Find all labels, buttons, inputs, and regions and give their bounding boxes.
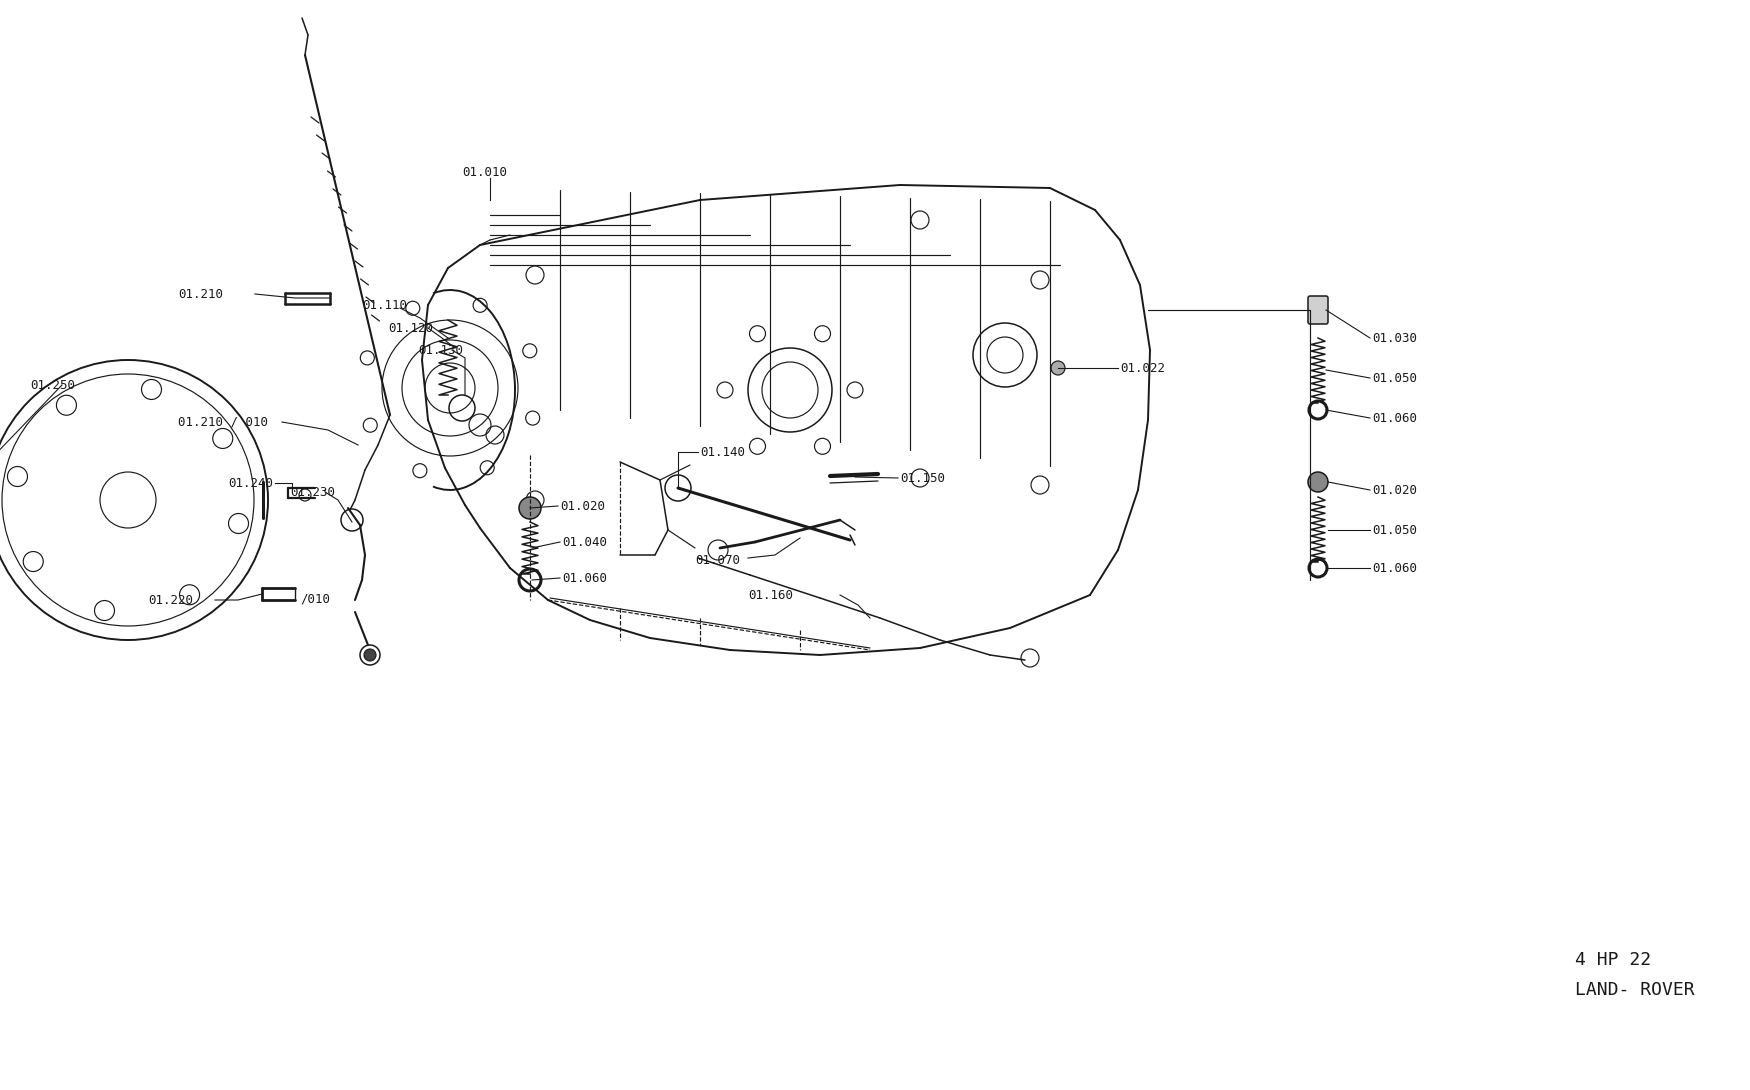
Text: 01.120: 01.120 [388, 322, 432, 335]
Text: 01.050: 01.050 [1372, 523, 1418, 536]
Text: 01.010: 01.010 [462, 166, 507, 179]
Text: 01.020: 01.020 [560, 499, 606, 512]
Text: 4 HP 22: 4 HP 22 [1575, 950, 1650, 969]
Text: /010: /010 [299, 593, 331, 606]
Text: 01.220: 01.220 [149, 593, 192, 606]
Text: 01.050: 01.050 [1372, 372, 1418, 385]
FancyBboxPatch shape [1307, 296, 1328, 324]
Text: 01.160: 01.160 [747, 589, 793, 602]
Text: 01.060: 01.060 [1372, 412, 1418, 424]
Text: 01.150: 01.150 [900, 472, 945, 484]
Text: LAND- ROVER: LAND- ROVER [1575, 981, 1694, 1000]
Text: 01.022: 01.022 [1120, 362, 1166, 375]
Text: 01.060: 01.060 [1372, 561, 1418, 574]
Text: 01.250: 01.250 [30, 378, 75, 391]
Text: 01.240: 01.240 [228, 476, 273, 489]
Text: 01.040: 01.040 [562, 535, 607, 548]
Circle shape [1052, 361, 1066, 375]
Circle shape [364, 649, 376, 661]
Text: 01.060: 01.060 [562, 571, 607, 584]
Circle shape [520, 497, 541, 519]
Text: 01.230: 01.230 [290, 485, 334, 498]
Text: 01.210 / 010: 01.210 / 010 [178, 415, 268, 428]
Text: 01.140: 01.140 [700, 446, 746, 459]
Text: 01.110: 01.110 [362, 299, 408, 312]
Circle shape [1307, 472, 1328, 492]
Text: 01.070: 01.070 [695, 554, 740, 567]
Text: 01.130: 01.130 [418, 343, 464, 356]
Text: 01.210: 01.210 [178, 288, 222, 301]
Text: 01.020: 01.020 [1372, 484, 1418, 497]
Text: 01.030: 01.030 [1372, 331, 1418, 344]
